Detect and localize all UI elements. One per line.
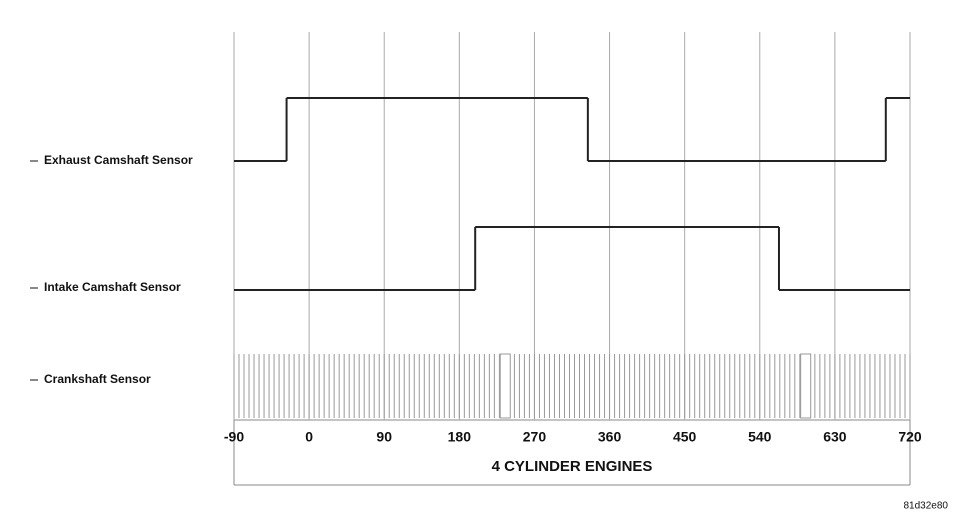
x-tick-label: 450 (673, 429, 697, 445)
x-tick-label: 90 (376, 429, 392, 445)
x-tick-label: 360 (598, 429, 622, 445)
series-label: Intake Camshaft Sensor (44, 280, 181, 294)
x-tick-label: 270 (523, 429, 547, 445)
x-tick-label: 630 (823, 429, 847, 445)
crank-gap (499, 353, 511, 419)
x-tick-label: 540 (748, 429, 772, 445)
series-label: Crankshaft Sensor (44, 372, 151, 386)
x-tick-label: 0 (305, 429, 313, 445)
crank-gap (800, 353, 812, 419)
footnote: 81d32e80 (904, 501, 949, 512)
x-axis-title: 4 CYLINDER ENGINES (492, 458, 653, 475)
series-label: Exhaust Camshaft Sensor (44, 153, 193, 167)
x-tick-label: -90 (224, 429, 244, 445)
x-tick-label: 180 (448, 429, 472, 445)
x-tick-label: 720 (898, 429, 922, 445)
